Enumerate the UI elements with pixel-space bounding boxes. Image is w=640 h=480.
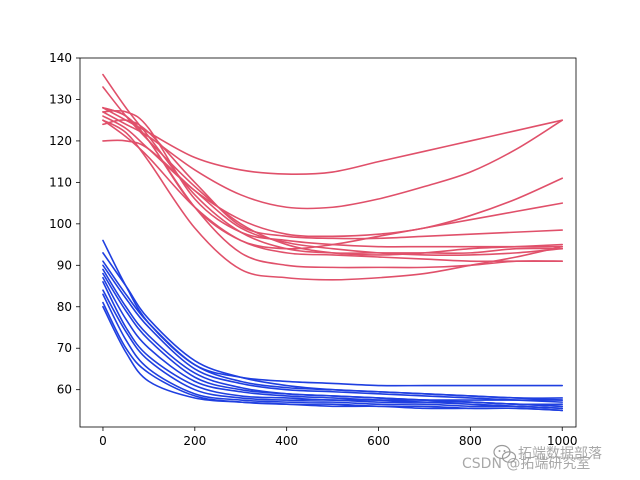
- series-line-red-10: [102, 119, 564, 263]
- series-line-red-12: [102, 119, 564, 281]
- plot-frame: [79, 57, 577, 428]
- series-line-blue-19: [102, 276, 564, 410]
- y-tick-label: 90: [57, 258, 72, 272]
- series-layer: [102, 73, 564, 412]
- series-line-blue-21: [102, 289, 564, 406]
- series-line-red-1: [102, 73, 564, 254]
- series-line-blue-22: [102, 293, 564, 410]
- x-axis: 0 200 400 600 800 1000: [99, 427, 577, 448]
- y-tick-label: 100: [49, 217, 72, 231]
- x-tick-label: 200: [183, 434, 206, 448]
- y-tick-label: 140: [49, 51, 72, 65]
- watermark: 拓端数据部落 CSDN @拓端研究室: [462, 444, 602, 472]
- watermark-line2: CSDN @拓端研究室: [462, 455, 590, 472]
- y-tick-label: 110: [49, 175, 72, 189]
- series-line-blue-20: [102, 281, 564, 402]
- series-line-red-11: [102, 106, 564, 269]
- series-line-red-9: [102, 139, 564, 256]
- wechat-icon: [493, 444, 517, 463]
- series-line-blue-13: [102, 239, 564, 387]
- series-line-red-7: [102, 119, 564, 240]
- y-axis: 60 70 80 90 100 110 120 130 140: [49, 51, 80, 397]
- x-tick-label: 400: [275, 434, 298, 448]
- y-tick-label: 120: [49, 134, 72, 148]
- series-line-blue-24: [102, 305, 564, 412]
- series-line-blue-16: [102, 264, 564, 403]
- series-line-red-8: [102, 109, 564, 248]
- series-line-red-6: [102, 106, 564, 250]
- series-line-blue-14: [102, 252, 564, 399]
- series-line-red-4: [102, 111, 564, 210]
- y-tick-label: 70: [57, 341, 72, 355]
- watermark-line1: 拓端数据部落: [518, 446, 602, 462]
- y-tick-label: 130: [49, 92, 72, 106]
- y-tick-label: 60: [57, 383, 72, 397]
- x-tick-label: 0: [99, 434, 107, 448]
- series-line-blue-15: [102, 260, 564, 401]
- x-tick-label: 600: [367, 434, 390, 448]
- y-tick-label: 80: [57, 300, 72, 314]
- x-tick-label: 800: [459, 434, 482, 448]
- x-tick-label: 1000: [547, 434, 578, 448]
